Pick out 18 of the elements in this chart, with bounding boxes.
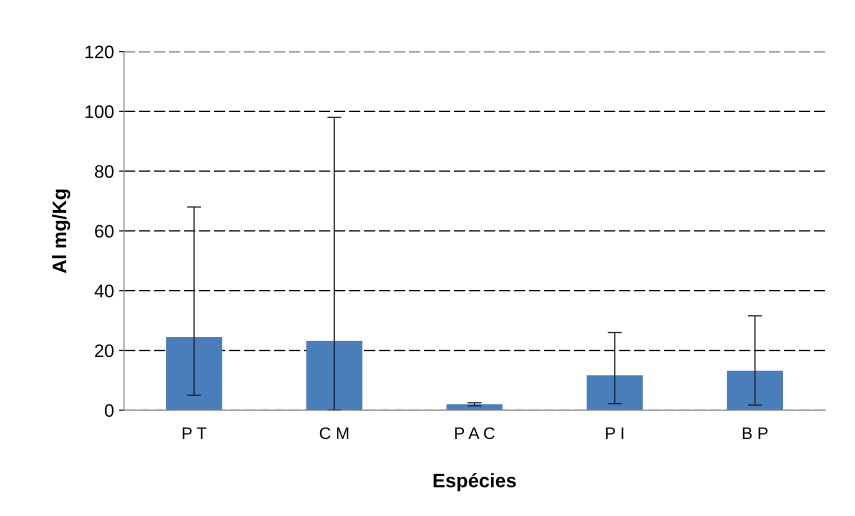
x-tick-label: C M	[320, 427, 348, 440]
y-tick-label: 120	[86, 46, 114, 58]
bar	[726, 370, 784, 410]
y-axis-title: Al mg/Kg	[52, 190, 70, 274]
bar	[586, 375, 643, 410]
bar	[166, 337, 222, 410]
x-tick-label: P A C	[455, 427, 495, 440]
x-tick-label: B P	[742, 428, 768, 439]
y-tick-label: 0	[104, 404, 114, 417]
y-tick-label: 40	[94, 284, 114, 298]
y-tick-label: 80	[94, 165, 114, 178]
x-tick-label: P I	[606, 428, 624, 439]
bar	[306, 340, 362, 410]
x-tick-label: P T	[182, 428, 206, 439]
x-axis-title: Espécies	[434, 472, 516, 492]
y-tick-label: 20	[95, 344, 114, 358]
y-tick-label: 60	[95, 224, 114, 238]
y-tick-label: 100	[86, 105, 114, 118]
